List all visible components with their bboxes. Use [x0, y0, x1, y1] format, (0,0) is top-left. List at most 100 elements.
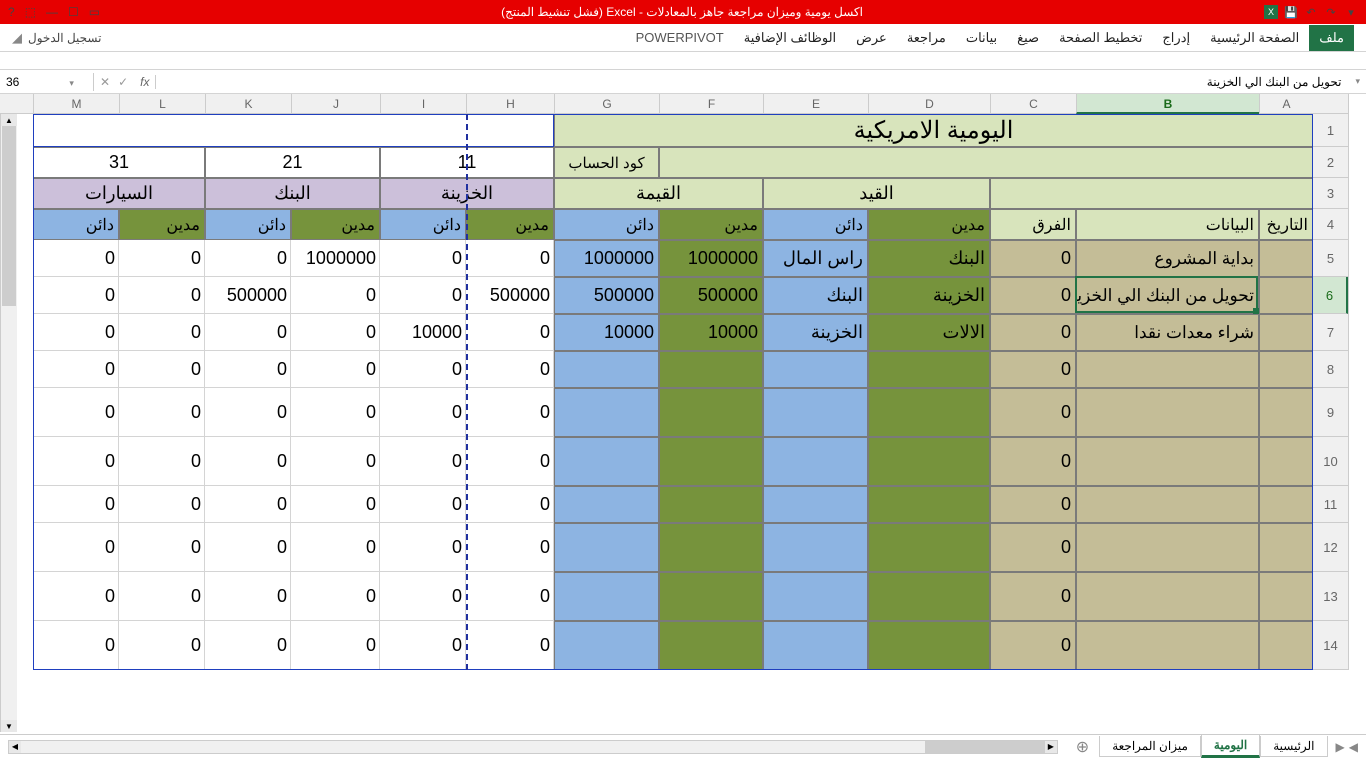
cell-C7[interactable]: 0	[990, 314, 1076, 351]
cell-M8[interactable]: 0	[33, 351, 119, 388]
cell-I14[interactable]: 0	[380, 621, 466, 670]
cell-B3[interactable]	[990, 178, 1313, 209]
cell-K8[interactable]: 0	[205, 351, 291, 388]
cell-I13[interactable]: 0	[380, 572, 466, 621]
cell-H9[interactable]: 0	[466, 388, 554, 437]
cell-H14[interactable]: 0	[466, 621, 554, 670]
cell-C4[interactable]: الفرق	[990, 209, 1076, 240]
cell-E3[interactable]: القيد	[763, 178, 990, 209]
fx-icon[interactable]: fx	[134, 75, 156, 89]
cell-M4[interactable]: دائن	[33, 209, 119, 240]
tab-view[interactable]: عرض	[846, 25, 897, 51]
confirm-icon[interactable]: ✓	[118, 75, 128, 89]
select-all-triangle[interactable]	[1313, 94, 1349, 114]
cell-D5[interactable]: البنك	[868, 240, 990, 277]
cell-F5[interactable]: 1000000	[659, 240, 763, 277]
cell-F4[interactable]: مدين	[659, 209, 763, 240]
cell-E10[interactable]	[763, 437, 868, 486]
tab-powerpivot[interactable]: POWERPIVOT	[626, 25, 734, 50]
cell-I6[interactable]: 0	[380, 277, 466, 314]
cell-I4[interactable]: دائن	[380, 209, 466, 240]
cell-J6[interactable]: 0	[291, 277, 380, 314]
cell-G5[interactable]: 1000000	[554, 240, 659, 277]
name-box-input[interactable]	[6, 75, 66, 89]
cells-area[interactable]: اليومية الامريكيةكود الحساب112131القيدال…	[0, 114, 1313, 732]
cell-M5[interactable]: 0	[33, 240, 119, 277]
cell-I10[interactable]: 0	[380, 437, 466, 486]
cell-E6[interactable]: البنك	[763, 277, 868, 314]
maximize-icon[interactable]: ☐	[68, 5, 79, 19]
cell-G3[interactable]: القيمة	[554, 178, 763, 209]
cell-L13[interactable]: 0	[119, 572, 205, 621]
redo-icon[interactable]: ↷	[1324, 5, 1338, 19]
sheet-tab-0[interactable]: الرئيسية	[1260, 736, 1327, 757]
cell-B9[interactable]	[1076, 388, 1259, 437]
cell-I9[interactable]: 0	[380, 388, 466, 437]
cell-H6[interactable]: 500000	[466, 277, 554, 314]
cell-C11[interactable]: 0	[990, 486, 1076, 523]
cell-L14[interactable]: 0	[119, 621, 205, 670]
row-header-9[interactable]: 9	[1313, 388, 1348, 437]
cell-G12[interactable]	[554, 523, 659, 572]
cell-M13[interactable]: 0	[33, 572, 119, 621]
col-header-B[interactable]: B	[1076, 94, 1259, 114]
cell-I7[interactable]: 10000	[380, 314, 466, 351]
cell-I12[interactable]: 0	[380, 523, 466, 572]
cell-E13[interactable]	[763, 572, 868, 621]
cell-F8[interactable]	[659, 351, 763, 388]
cell-J10[interactable]: 0	[291, 437, 380, 486]
cell-A13[interactable]	[1259, 572, 1313, 621]
cell-G10[interactable]	[554, 437, 659, 486]
cell-D8[interactable]	[868, 351, 990, 388]
cell-K14[interactable]: 0	[205, 621, 291, 670]
cell-M14[interactable]: 0	[33, 621, 119, 670]
cell-J14[interactable]: 0	[291, 621, 380, 670]
cell-J12[interactable]: 0	[291, 523, 380, 572]
row-header-8[interactable]: 8	[1313, 351, 1348, 388]
row-header-11[interactable]: 11	[1313, 486, 1348, 523]
row-header-12[interactable]: 12	[1313, 523, 1348, 572]
cell-M12[interactable]: 0	[33, 523, 119, 572]
tab-review[interactable]: مراجعة	[897, 25, 956, 51]
cell-G6[interactable]: 500000	[554, 277, 659, 314]
cell-F9[interactable]	[659, 388, 763, 437]
cell-A12[interactable]	[1259, 523, 1313, 572]
cell-K3[interactable]: البنك	[205, 178, 380, 209]
scroll-left-icon[interactable]: ◀	[9, 741, 21, 753]
cell-F2[interactable]	[659, 147, 1313, 178]
cell-H10[interactable]: 0	[466, 437, 554, 486]
cell-F14[interactable]	[659, 621, 763, 670]
row-header-2[interactable]: 2	[1313, 147, 1348, 178]
cell-A4[interactable]: التاريخ	[1259, 209, 1313, 240]
cell-B12[interactable]	[1076, 523, 1259, 572]
formula-expand-icon[interactable]: ▾	[1349, 76, 1366, 87]
row-header-13[interactable]: 13	[1313, 572, 1348, 621]
cell-D13[interactable]	[868, 572, 990, 621]
cell-M2[interactable]: 31	[33, 147, 205, 178]
cancel-icon[interactable]: ✕	[100, 75, 110, 89]
cell-G8[interactable]	[554, 351, 659, 388]
cell-B11[interactable]	[1076, 486, 1259, 523]
col-header-E[interactable]: E	[763, 94, 868, 114]
cell-A10[interactable]	[1259, 437, 1313, 486]
cell-J9[interactable]: 0	[291, 388, 380, 437]
cell-H8[interactable]: 0	[466, 351, 554, 388]
add-sheet-icon[interactable]: ⊕	[1066, 737, 1099, 757]
cell-J11[interactable]: 0	[291, 486, 380, 523]
cell-J4[interactable]: مدين	[291, 209, 380, 240]
cell-K12[interactable]: 0	[205, 523, 291, 572]
col-header-D[interactable]: D	[868, 94, 990, 114]
cell-K4[interactable]: دائن	[205, 209, 291, 240]
sheet-tab-1[interactable]: اليومية	[1201, 735, 1260, 758]
cell-E7[interactable]: الخزينة	[763, 314, 868, 351]
scroll-down-icon[interactable]: ▼	[1, 720, 17, 732]
cell-L10[interactable]: 0	[119, 437, 205, 486]
cell-A11[interactable]	[1259, 486, 1313, 523]
cell-A8[interactable]	[1259, 351, 1313, 388]
cell-E12[interactable]	[763, 523, 868, 572]
sheet-nav[interactable]: ◀▶	[1328, 740, 1366, 754]
signin-link[interactable]: تسجيل الدخول	[28, 31, 101, 45]
cell-K6[interactable]: 500000	[205, 277, 291, 314]
qat-more-icon[interactable]: ▾	[1344, 5, 1358, 19]
cell-I5[interactable]: 0	[380, 240, 466, 277]
